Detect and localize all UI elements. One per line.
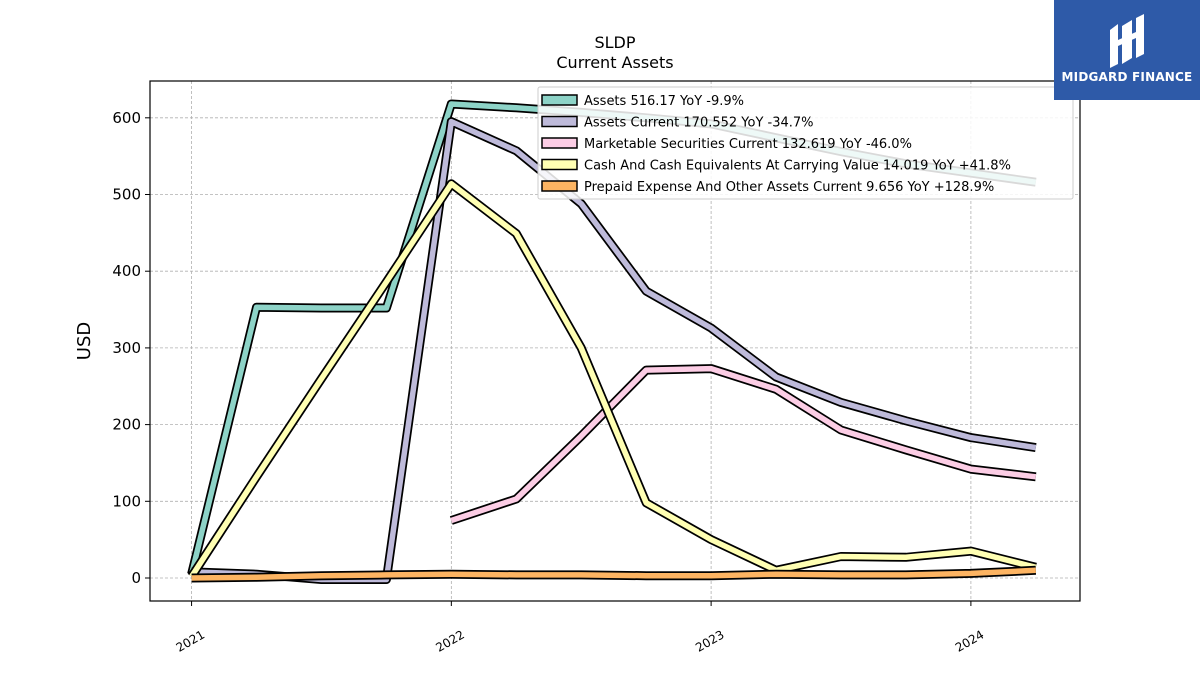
legend-swatch [541,94,578,106]
series-line-fill [189,181,1037,579]
series-line-fill [191,567,1036,581]
y-axis-label: USD [74,322,95,360]
series-line [187,179,1037,579]
series-line [449,364,1037,525]
legend-entry-label: Prepaid Expense And Other Assets Current… [584,180,994,195]
series-line [191,565,1037,583]
y-tick-label: 400 [112,262,141,280]
legend: Assets 516.17 YoY -9.9% Assets Current 17… [537,86,1074,200]
legend-swatch [541,115,578,128]
y-tick-label: 200 [112,416,141,434]
brand-name: MIDGARD FINANCE [1061,70,1193,84]
brand-mark-icon [1110,14,1144,68]
legend-entry-label: Assets 516.17 YoY -9.9% [584,94,744,109]
y-tick-label: 500 [112,186,141,204]
brand-logo: MIDGARD FINANCE [1054,0,1200,100]
legend-swatch [541,158,578,171]
y-tick-label: 0 [131,569,141,587]
y-tick-label: 300 [112,339,141,357]
y-tick-label: 100 [112,492,141,510]
x-axis-ticks: 2021 2022 2023 2024 [174,601,986,655]
x-tick-label: 2024 [953,627,986,654]
series-line-outline [449,364,1037,525]
y-axis-ticks: 0 100 200 300 400 500 600 [112,109,150,587]
plot-frame [149,80,1081,602]
legend-entry-label: Marketable Securities Current 132.619 Yo… [584,137,912,152]
x-tick-label: 2022 [433,627,466,654]
x-tick-label: 2023 [693,627,726,654]
legend-entry-label: Cash And Cash Equivalents At Carrying Va… [584,159,1011,174]
chart-subtitle: Current Assets [556,53,673,72]
legend-entry-label: Assets Current 170.552 YoY -34.7% [584,116,814,131]
legend-swatch [541,137,578,149]
x-tick-label: 2021 [174,627,207,654]
legend-swatch [541,180,578,192]
series-line-fill [450,365,1037,524]
legend-box [537,86,1074,200]
y-tick-label: 600 [112,109,141,127]
chart-title: SLDP [594,33,635,52]
